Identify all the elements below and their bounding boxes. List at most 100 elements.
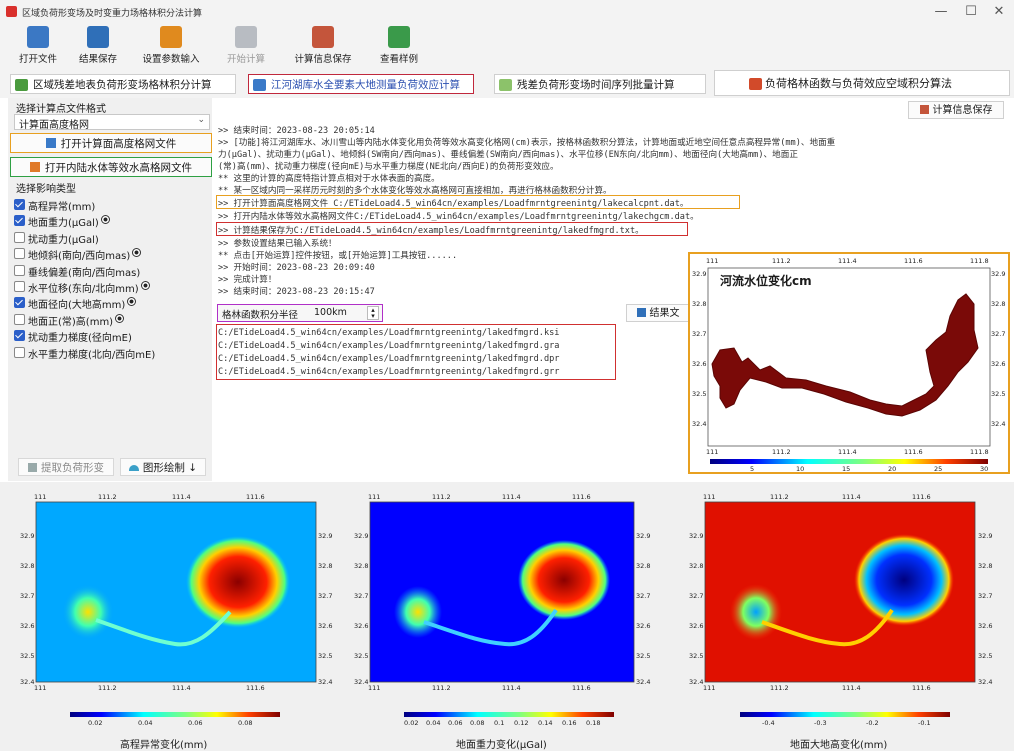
tab-regional-residual[interactable]: 区域残差地表负荷形变场格林积分计算: [10, 74, 236, 94]
map2-y-tick: 32.7: [354, 592, 369, 600]
effect-checkbox[interactable]: [14, 199, 25, 210]
effect-checkbox[interactable]: [14, 264, 25, 276]
map3-y-tick: 32.9: [978, 532, 993, 540]
map2-y-tick: 32.4: [636, 678, 651, 686]
map2-x-tick: 111.2: [432, 493, 451, 501]
map2-x-tick: 111.2: [432, 684, 451, 692]
radio-icon[interactable]: [115, 313, 124, 323]
map2-cb-tick: 0.16: [562, 719, 577, 727]
map3-x-tick: 111.2: [770, 493, 789, 501]
tab-time-series-batch[interactable]: 残差负荷形变场时间序列批量计算: [494, 74, 706, 94]
save-result-button[interactable]: 结果保存: [74, 26, 122, 68]
inset-x-tick: 111.2: [772, 448, 791, 456]
map2-cb-tick: 0.12: [514, 719, 529, 727]
inset-title: 河流水位变化cm: [720, 274, 812, 288]
map2-x-tick: 111: [368, 493, 381, 501]
log-line: ** 点击[开始运算]控件按钮，或[开始运算]工具按钮......: [218, 251, 458, 261]
inset-y-tick: 32.9: [991, 270, 1006, 278]
map2-x-tick: 111: [368, 684, 381, 692]
result-file-path: C:/ETideLoad4.5_win64cn/examples/Loadfmr…: [218, 367, 560, 377]
grid-file-icon: [30, 162, 40, 172]
radio-icon[interactable]: [141, 281, 150, 290]
map1-y-tick: 32.5: [20, 652, 35, 660]
tab-icon: [253, 79, 266, 91]
info-save-icon: [919, 105, 929, 114]
map2-x-tick: 111.4: [502, 493, 521, 501]
map3-x-tick: 111.4: [842, 493, 861, 501]
effect-label: 水平重力梯度(北向/西向mE): [28, 349, 156, 361]
view-sample-button[interactable]: 查看样例: [374, 26, 424, 68]
map2-cb-tick: 0.08: [470, 719, 485, 727]
inset-y-tick: 32.8: [991, 300, 1006, 308]
close-button[interactable]: ✕: [993, 4, 1005, 19]
save-icon: [636, 308, 646, 317]
map-geodetic-height: [704, 501, 976, 717]
result-file-path: C:/ETideLoad4.5_win64cn/examples/Loadfmr…: [218, 341, 560, 351]
start-compute-button[interactable]: 开始计算: [222, 26, 270, 68]
effect-checkbox[interactable]: [14, 231, 25, 243]
highlight-box: [216, 195, 740, 209]
map2-y-tick: 32.8: [354, 562, 369, 570]
tab-river-lake-loading[interactable]: 江河湖库水全要素大地测量负荷效应计算: [248, 74, 474, 94]
map1-y-tick: 32.7: [20, 592, 35, 600]
map2-y-tick: 32.5: [636, 652, 651, 660]
format-select[interactable]: 计算面高度格网 ⌄: [14, 114, 210, 131]
inset-y-tick: 32.7: [991, 330, 1006, 338]
map3-x-tick: 111.2: [770, 684, 789, 692]
effect-checkbox[interactable]: [14, 215, 25, 227]
log-line: >> 结束时间：2023-08-23 20:15:47: [218, 287, 375, 297]
map1-y-tick: 32.8: [20, 562, 35, 570]
map3-y-tick: 32.7: [689, 592, 704, 600]
radius-input[interactable]: 100km: [314, 307, 347, 318]
tab-green-function[interactable]: 负荷格林函数与负荷效应空域积分算法: [714, 70, 1010, 96]
inset-y-tick: 32.6: [692, 360, 707, 368]
log-line: >> 完成计算！: [218, 275, 277, 285]
extract-deformation-button[interactable]: 提取负荷形变: [18, 458, 114, 476]
open-calc-grid-button[interactable]: 打开计算面高度格网文件: [10, 133, 212, 153]
map2-cb-tick: 0.02: [404, 719, 419, 727]
open-file-button[interactable]: 打开文件: [14, 26, 62, 68]
log-line: 力(μGal)、扰动重力(μGal)、地倾斜(SW南向/西向mas)、垂线偏差(…: [218, 150, 798, 160]
spinner-icon[interactable]: ▴ ▾: [367, 306, 379, 320]
log-line: ** 这里的计算的高度特指计算点相对于水体表面的高度。: [218, 174, 440, 184]
map2-y-tick: 32.9: [636, 532, 651, 540]
effect-checkbox[interactable]: [14, 346, 25, 358]
chart-icon: [128, 465, 139, 471]
effect-checkbox[interactable]: [14, 330, 25, 342]
log-line: >> 结束时间：2023-08-23 20:05:14: [218, 126, 375, 136]
effect-label: 地倾斜(南向/西向mas): [28, 251, 131, 263]
map2-cb-tick: 0.04: [426, 719, 441, 727]
map3-y-tick: 32.8: [978, 562, 993, 570]
radio-icon[interactable]: [132, 248, 141, 258]
settings-input-button[interactable]: 设置参数输入: [134, 26, 208, 68]
effect-checkbox[interactable]: [14, 248, 25, 260]
minimize-button[interactable]: —: [934, 4, 948, 19]
tab-bar: 区域残差地表负荷形变场格林积分计算 江河湖库水全要素大地测量负荷效应计算 残差负…: [0, 70, 1014, 98]
effect-checkbox[interactable]: [14, 297, 25, 309]
result-file-button[interactable]: 结果文: [626, 304, 690, 322]
map3-x-tick: 111.6: [912, 493, 931, 501]
map1-y-tick: 32.5: [318, 652, 333, 660]
draw-graphics-button[interactable]: 图形绘制 ↓: [120, 458, 206, 476]
effect-checkbox[interactable]: [14, 281, 25, 292]
map3-cb-tick: -0.4: [762, 719, 775, 727]
map2-x-tick: 111.6: [572, 684, 591, 692]
open-water-grid-button[interactable]: 打开内陆水体等效水高格网文件: [10, 157, 212, 177]
inset-cb-tick: 30: [980, 465, 989, 473]
map1-cb-tick: 0.04: [138, 719, 153, 727]
radio-icon[interactable]: [101, 215, 110, 225]
start-compute-icon: [235, 26, 257, 48]
map3-y-tick: 32.6: [978, 622, 993, 630]
inset-x-tick: 111: [706, 448, 719, 456]
map2-cb-tick: 0.06: [448, 719, 463, 727]
effect-label: 水平位移(东向/北向mm): [28, 284, 139, 295]
map1-x-tick: 111: [34, 493, 47, 501]
radio-icon[interactable]: [127, 297, 136, 307]
inset-x-tick: 111.4: [838, 448, 857, 456]
info-save-toolbar-button[interactable]: 计算信息保存: [286, 26, 360, 68]
info-save-button[interactable]: 计算信息保存: [908, 101, 1004, 119]
save-icon: [87, 26, 109, 48]
maximize-button[interactable]: ☐: [965, 4, 977, 19]
effect-checkbox[interactable]: [14, 313, 25, 325]
map-ground-gravity: [369, 501, 635, 717]
